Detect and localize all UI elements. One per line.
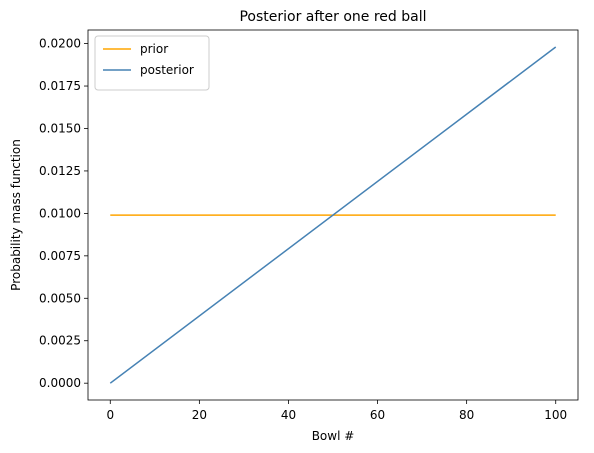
- y-tick-label: 0.0075: [39, 249, 81, 263]
- y-tick-label: 0.0000: [39, 376, 81, 390]
- x-tick-label: 80: [459, 408, 474, 422]
- legend-label-posterior: posterior: [140, 63, 194, 77]
- legend-label-prior: prior: [140, 42, 168, 56]
- x-tick-label: 100: [544, 408, 567, 422]
- legend: prior posterior: [94, 35, 210, 91]
- y-tick-label: 0.0100: [39, 206, 81, 220]
- x-axis-label: Bowl #: [312, 429, 355, 443]
- y-tick-label: 0.0175: [39, 79, 81, 93]
- y-tick-label: 0.0025: [39, 334, 81, 348]
- x-tick-label: 40: [281, 408, 296, 422]
- y-axis-label: Probability mass function: [9, 139, 23, 291]
- series-line-posterior: [109, 46, 557, 384]
- series-layer: [109, 46, 557, 384]
- ticks-layer: 0 20 40 60 80 100 0.0000 0.0025 0.0050 0.0075 0.01…: [39, 37, 567, 422]
- x-tick-label: 60: [370, 408, 385, 422]
- y-tick-label: 0.0125: [39, 164, 81, 178]
- y-tick-label: 0.0150: [39, 121, 81, 135]
- x-tick-label: 0: [106, 408, 114, 422]
- y-tick-label: 0.0200: [39, 37, 81, 51]
- chart-title: Posterior after one red ball: [239, 9, 426, 25]
- y-tick-label: 0.0050: [39, 291, 81, 305]
- x-tick-label: 20: [192, 408, 207, 422]
- plot-frame: [87, 29, 579, 401]
